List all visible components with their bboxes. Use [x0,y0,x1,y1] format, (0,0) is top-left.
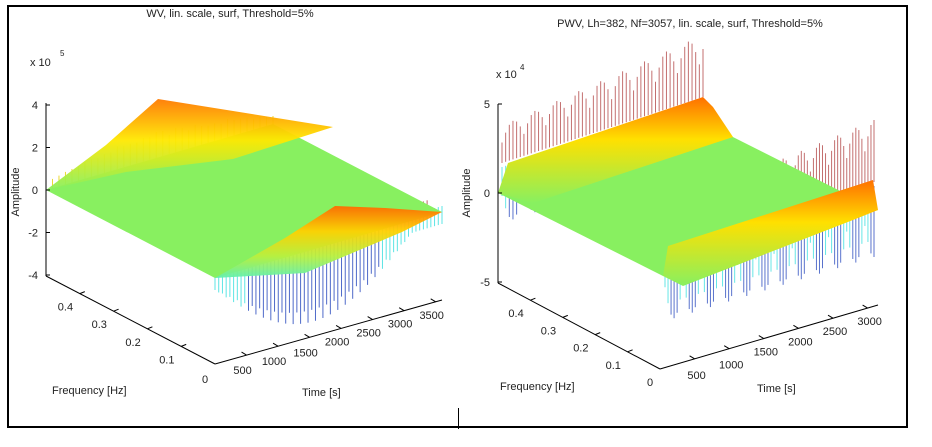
frequency-tick [147,327,152,329]
exponent-value: 5 [60,49,65,58]
frequency-tick-label: 0.3 [92,319,107,331]
exponent-value: 4 [520,63,525,72]
time-tick-label: 500 [687,370,705,382]
z-tick-label: -2 [28,228,38,240]
frequency-tick [80,292,85,294]
time-axis [215,300,442,364]
frequency-tick-label: 0.1 [159,354,174,366]
frequency-tick [595,333,600,335]
time-tick [336,325,341,328]
z-axis-label: Amplitude [10,168,22,217]
time-tick [828,315,833,318]
time-tick [793,325,798,328]
frequency-tick [114,309,119,311]
frequency-tick [530,298,535,300]
frequency-tick-label: 0.4 [58,302,73,314]
time-tick-label: 3000 [857,316,881,328]
frequency-tick-label: 0.4 [508,308,523,320]
frequency-axis-label: Frequency [Hz] [500,381,575,393]
time-tick-label: 2000 [788,336,812,348]
frequency-axis [46,276,215,364]
surface-group [498,97,878,286]
frequency-axis [498,283,660,369]
z-tick-label: 2 [32,143,38,155]
time-tick [368,317,373,320]
z-tick-label: 0 [32,185,38,197]
time-axis-label: Time [s] [757,383,796,395]
time-tick [273,343,278,346]
chart-title: PWV, Lh=382, Nf=3057, lin. scale, surf, … [557,18,823,30]
time-tick-label: 3500 [419,310,443,322]
time-tick [690,356,695,359]
frequency-tick-label: 0 [647,377,653,389]
time-tick [242,352,247,355]
time-tick-label: 2000 [325,336,349,348]
exponent-label: x 10 [30,57,51,69]
z-tick-label: -4 [28,270,38,282]
frequency-tick-label: 0.1 [606,360,621,372]
frequency-tick [563,315,568,317]
z-tick-label: 0 [484,188,490,200]
frequency-axis-label: Frequency [Hz] [52,385,127,397]
time-tick-label: 1000 [719,360,743,372]
frequency-tick [181,344,186,346]
exponent-label: x 10 [496,69,517,81]
time-tick-label: 2500 [823,326,847,338]
time-tick-label: 1000 [262,356,286,368]
time-tick [431,299,436,302]
frequency-tick-label: 0 [202,374,208,386]
frequency-tick-label: 0.2 [125,337,140,349]
time-tick-label: 1500 [293,347,317,359]
z-tick-label: 5 [484,99,490,111]
time-axis-label: Time [s] [302,387,341,399]
frequency-tick [628,350,633,352]
time-tick [399,308,404,311]
time-tick [724,346,729,349]
z-axis-label: Amplitude [461,169,473,218]
wv-surface-chart: WV, lin. scale, surf, Threshold=5% x 10 … [0,0,460,447]
time-tick-label: 500 [233,365,251,377]
frequency-tick-label: 0.2 [573,343,588,355]
z-tick-label: 4 [32,100,38,112]
pwv-surface-chart: PWV, Lh=382, Nf=3057, lin. scale, surf, … [460,0,932,447]
z-tick-label: -5 [480,277,490,289]
time-tick-label: 1500 [754,347,778,359]
time-tick-label: 3000 [388,319,412,331]
chart-title: WV, lin. scale, surf, Threshold=5% [146,8,313,20]
time-tick [863,305,868,308]
time-tick [759,336,764,339]
frequency-tick-label: 0.3 [541,325,556,337]
time-tick [305,334,310,337]
time-tick-label: 2500 [356,328,380,340]
